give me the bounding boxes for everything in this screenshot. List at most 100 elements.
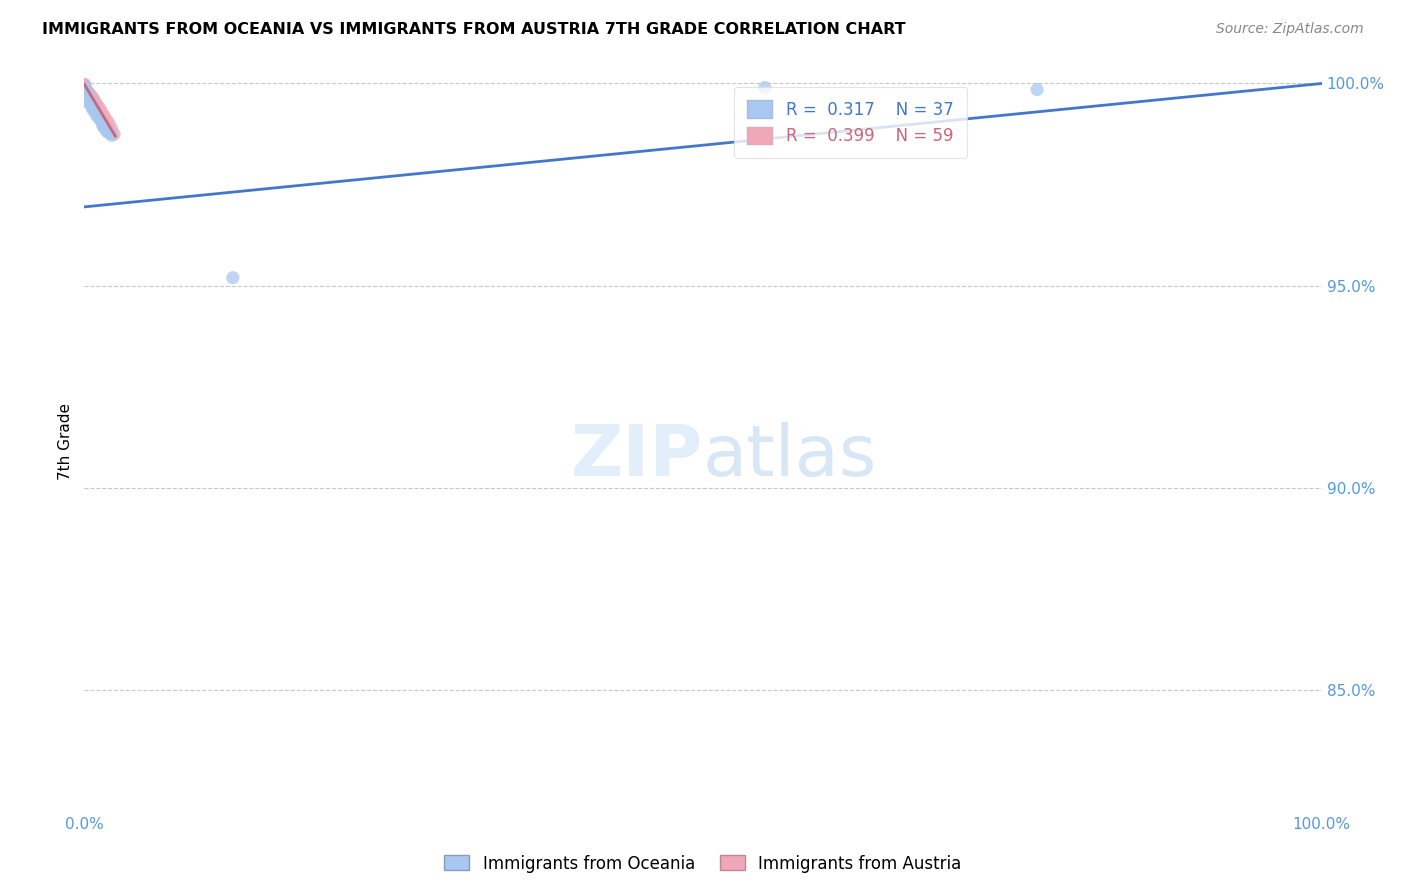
Point [79,88,101,103]
Point [75,82,97,96]
Point [75,81,97,95]
Point [90,104,112,119]
Point [75,84,97,98]
Point [76,93,98,107]
Point [96,112,118,127]
Point [73,78,96,93]
Point [75,88,97,103]
Point [80,97,103,112]
Point [91,117,114,131]
Point [77,92,100,106]
Point [73,83,96,97]
Point [73,82,96,96]
Point [73,81,96,95]
Point [89,101,111,115]
Point [75,84,97,98]
Point [73,84,96,98]
Point [80,100,103,114]
Point [75,83,97,97]
Point [73,82,96,96]
Point [91,119,114,133]
Point [73,81,96,95]
Point [75,82,97,96]
Point [86,109,108,123]
Point [82,92,104,106]
Point [73,81,96,95]
Point [222,270,245,285]
Point [73,87,96,101]
Text: atlas: atlas [703,422,877,491]
Point [73,80,96,95]
Point [83,94,105,108]
Point [84,105,107,120]
Point [73,84,96,98]
Point [82,100,104,114]
Point [93,120,115,135]
Point [86,107,108,121]
Point [73,81,96,95]
Point [75,86,97,100]
Point [96,124,118,138]
Point [76,85,98,99]
Point [79,95,101,109]
Text: ZIP: ZIP [571,422,703,491]
Point [79,95,101,109]
Point [79,93,101,107]
Point [79,87,101,101]
Legend: R =  0.317    N = 37, R =  0.399    N = 59: R = 0.317 N = 37, R = 0.399 N = 59 [734,87,967,159]
Point [76,90,98,104]
Point [76,87,98,102]
Point [93,109,115,123]
Point [100,121,122,136]
Point [90,115,112,129]
Point [98,126,121,140]
Point [1026,82,1049,96]
Point [84,95,107,110]
Text: IMMIGRANTS FROM OCEANIA VS IMMIGRANTS FROM AUSTRIA 7TH GRADE CORRELATION CHART: IMMIGRANTS FROM OCEANIA VS IMMIGRANTS FR… [42,22,905,37]
Point [75,85,97,99]
Point [98,117,121,131]
Point [100,128,122,143]
Point [75,84,97,98]
Point [73,79,96,94]
Y-axis label: 7th Grade: 7th Grade [58,403,73,480]
Point [77,94,100,108]
Point [75,85,97,99]
Point [73,82,96,96]
Point [73,78,96,92]
Point [75,87,97,101]
Point [73,78,96,92]
Point [73,82,96,96]
Point [75,82,97,96]
Point [73,80,96,95]
Point [83,103,105,117]
Point [73,78,96,93]
Point [75,86,97,100]
Point [73,80,96,95]
Point [73,80,96,95]
Legend: Immigrants from Oceania, Immigrants from Austria: Immigrants from Oceania, Immigrants from… [437,848,969,880]
Point [103,127,125,141]
Point [89,111,111,125]
Point [73,81,96,95]
Point [82,103,104,117]
Point [86,97,108,112]
Point [73,82,96,96]
Point [77,89,100,103]
Point [76,95,98,109]
Point [73,86,96,100]
Point [75,80,97,95]
Point [77,86,100,100]
Point [73,86,96,100]
Text: Source: ZipAtlas.com: Source: ZipAtlas.com [1216,22,1364,37]
Point [77,87,100,102]
Point [754,80,776,95]
Point [75,88,97,103]
Point [73,85,96,99]
Point [79,96,101,111]
Point [94,121,117,136]
Point [73,79,96,94]
Point [73,79,96,94]
Point [89,112,111,127]
Point [80,89,103,103]
